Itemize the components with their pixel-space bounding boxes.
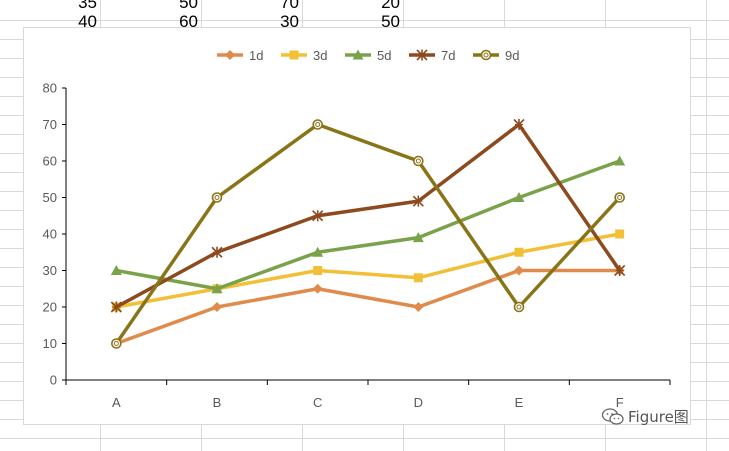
x-tick-label: A bbox=[112, 395, 121, 410]
data-point bbox=[412, 195, 424, 207]
series-lines bbox=[110, 118, 626, 349]
cell-r2-c3[interactable]: 30 bbox=[280, 12, 299, 31]
series-9d bbox=[111, 119, 625, 349]
data-point bbox=[412, 232, 424, 243]
data-point bbox=[413, 302, 424, 312]
data-point bbox=[312, 210, 324, 222]
axes: 0 10 20 30 40 50 60 70 80 A B C D E F bbox=[43, 81, 671, 410]
legend-marker bbox=[225, 50, 235, 60]
legend-item-9d: 9d bbox=[473, 48, 519, 63]
y-tick-label: 10 bbox=[43, 336, 57, 351]
y-tick-label: 0 bbox=[50, 373, 57, 388]
wechat-icon bbox=[602, 407, 624, 425]
legend-item-1d: 1d bbox=[217, 48, 263, 63]
cell-r1-c3[interactable]: 70 bbox=[280, 0, 299, 12]
data-point bbox=[211, 283, 223, 294]
series-line bbox=[115, 122, 622, 309]
legend-item-7d: 7d bbox=[409, 48, 455, 63]
data-point bbox=[110, 301, 122, 313]
cell-r1-c2[interactable]: 50 bbox=[179, 0, 198, 12]
data-point bbox=[312, 119, 323, 130]
legend-label: 7d bbox=[441, 48, 455, 63]
data-point bbox=[110, 265, 122, 275]
legend: 1d 3d 5d 7d 9d bbox=[217, 48, 519, 63]
legend-item-3d: 3d bbox=[281, 48, 327, 63]
data-point bbox=[615, 229, 625, 239]
legend-marker bbox=[352, 49, 364, 60]
legend-label: 3d bbox=[313, 48, 327, 63]
x-tick-label: D bbox=[414, 395, 423, 410]
legend-label: 1d bbox=[249, 48, 263, 63]
data-point bbox=[212, 302, 222, 312]
data-point bbox=[514, 265, 524, 276]
legend-item-5d: 5d bbox=[345, 48, 391, 63]
data-point bbox=[312, 246, 324, 257]
x-tick-label: B bbox=[213, 395, 222, 410]
watermark-text: Figure图 bbox=[628, 408, 689, 426]
data-point bbox=[514, 247, 524, 257]
data-point bbox=[312, 283, 323, 294]
series-5d bbox=[110, 155, 626, 294]
legend-marker bbox=[289, 50, 299, 60]
cell-r1-c4[interactable]: 20 bbox=[381, 0, 400, 12]
data-point bbox=[614, 264, 626, 277]
data-point bbox=[211, 246, 223, 258]
y-tick-label: 20 bbox=[43, 300, 57, 315]
series-line bbox=[116, 232, 620, 309]
series-7d bbox=[110, 118, 626, 313]
series-line bbox=[116, 159, 621, 291]
data-point bbox=[211, 192, 223, 203]
y-tick-label: 50 bbox=[43, 190, 57, 205]
legend-marker bbox=[416, 49, 428, 61]
cell-r2-c1[interactable]: 40 bbox=[78, 12, 97, 31]
data-point bbox=[513, 192, 525, 202]
cell-r2-c4[interactable]: 50 bbox=[381, 12, 400, 31]
y-tick-label: 80 bbox=[43, 81, 57, 96]
data-point bbox=[413, 155, 424, 167]
data-point bbox=[111, 338, 122, 349]
y-tick-label: 70 bbox=[43, 117, 57, 132]
x-tick-label: C bbox=[313, 395, 322, 410]
x-tick-label: F bbox=[616, 395, 624, 410]
y-tick-label: 40 bbox=[43, 227, 57, 242]
line-chart[interactable]: 1d 3d 5d 7d 9d 0 10 20 30 40 50 60 70 80 A B C D E F bbox=[23, 27, 691, 425]
data-point bbox=[513, 118, 525, 131]
cell-r1-c1[interactable]: 35 bbox=[78, 0, 97, 12]
series-line bbox=[114, 122, 621, 345]
watermark: Figure图 bbox=[602, 406, 689, 427]
legend-marker bbox=[480, 49, 492, 61]
chart-svg: 1d 3d 5d 7d 9d 0 10 20 30 40 50 60 70 80 A B C D E F bbox=[43, 48, 671, 410]
data-point bbox=[614, 155, 626, 166]
data-point bbox=[413, 273, 423, 283]
legend-label: 9d bbox=[505, 48, 519, 63]
series-line bbox=[115, 268, 620, 346]
y-tick-label: 30 bbox=[43, 263, 57, 278]
data-point bbox=[614, 192, 625, 203]
y-tick-label: 60 bbox=[43, 154, 57, 169]
data-point bbox=[313, 266, 323, 275]
legend-label: 5d bbox=[377, 48, 391, 63]
cell-r2-c2[interactable]: 60 bbox=[179, 12, 198, 31]
x-tick-label: E bbox=[515, 395, 524, 410]
data-point bbox=[513, 301, 525, 313]
